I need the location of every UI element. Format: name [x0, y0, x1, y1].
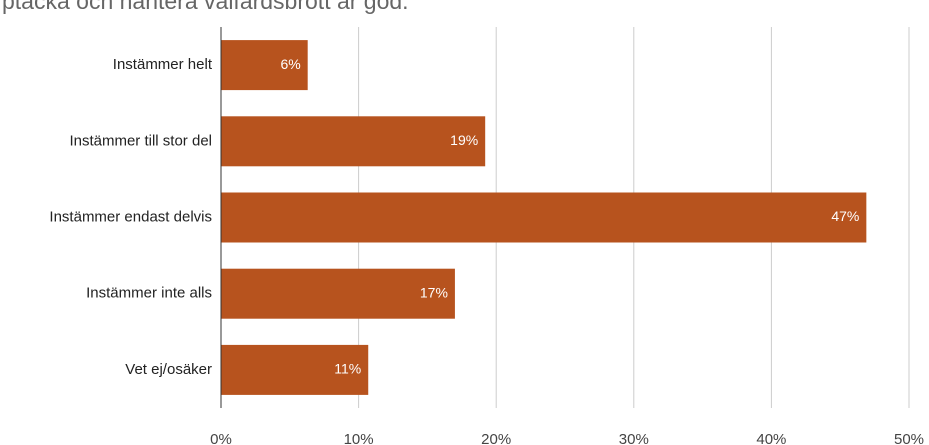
value-label: 6% — [280, 56, 300, 72]
x-tick-label: 20% — [481, 431, 511, 445]
bar — [221, 268, 455, 319]
x-tick-label: 30% — [619, 431, 649, 445]
x-tick-label: 50% — [894, 431, 924, 445]
category-label: Instämmer inte alls — [86, 285, 212, 302]
category-label: Instämmer helt — [113, 56, 213, 73]
bar — [221, 344, 369, 395]
bar — [221, 192, 867, 243]
value-label: 19% — [450, 132, 478, 148]
category-label: Instämmer endast delvis — [49, 208, 212, 225]
category-label: Vet ej/osäker — [125, 361, 212, 378]
bar — [221, 116, 486, 167]
chart-title: ptäcka och hantera välfärdsbrott är god. — [2, 0, 409, 14]
category-label: Instämmer till stor del — [69, 132, 212, 149]
x-tick-label: 10% — [344, 431, 374, 445]
bar — [221, 40, 308, 91]
value-label: 11% — [334, 361, 361, 377]
value-label: 17% — [420, 284, 448, 300]
x-tick-label: 40% — [756, 431, 786, 445]
x-tick-label: 0% — [210, 431, 232, 445]
value-label: 47% — [831, 208, 859, 224]
